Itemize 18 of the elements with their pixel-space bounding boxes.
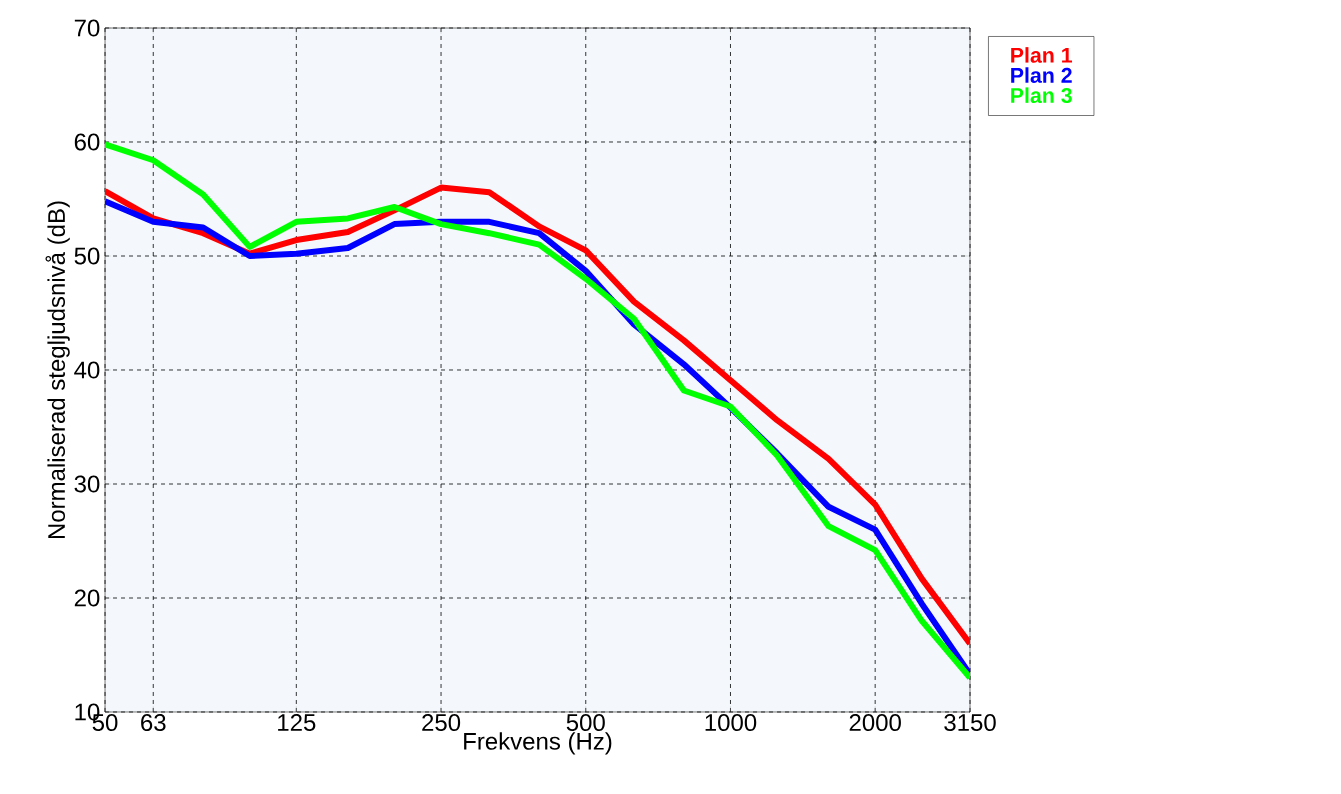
y-tick-label: 70 — [74, 19, 100, 37]
x-tick-label: 250 — [422, 714, 461, 732]
y-tick-label: 60 — [74, 133, 100, 151]
y-tick-label: 50 — [74, 247, 100, 265]
x-axis-title: Frekvens (Hz) — [464, 732, 612, 755]
x-tick-label: 125 — [278, 714, 316, 732]
x-tick-label: 2000 — [849, 714, 901, 732]
text: Plan 1 — [1011, 47, 1073, 63]
y-axis-title: Normaliserad stegljudsnivå (dB) — [45, 201, 70, 539]
x-tick-label: 63 — [141, 714, 166, 732]
text: Plan 2 — [1011, 67, 1072, 83]
y-tick-label: 20 — [74, 589, 100, 607]
x-tick-label: 3150 — [944, 714, 996, 732]
text: Plan 3 — [1011, 87, 1072, 104]
y-tick-label: 30 — [74, 475, 100, 493]
x-tick-label: 500 — [566, 714, 605, 732]
y-tick-label: 40 — [74, 361, 100, 379]
x-tick-label: 1000 — [705, 714, 757, 732]
